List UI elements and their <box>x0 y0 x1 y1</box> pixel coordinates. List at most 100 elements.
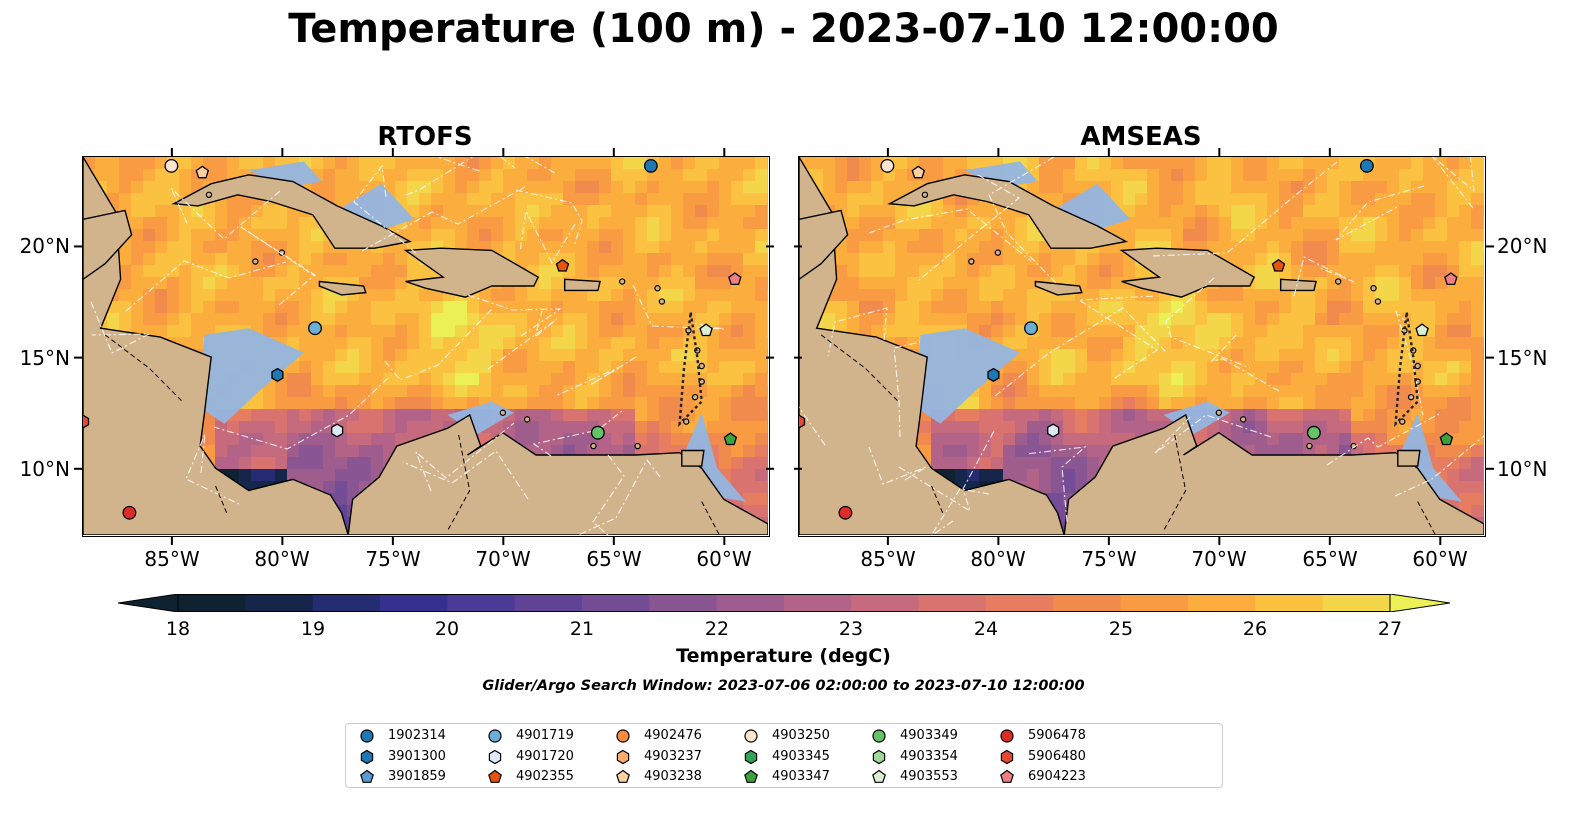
colorbar-segment <box>1120 594 1189 612</box>
platform-marker-4902355[interactable] <box>1271 258 1286 272</box>
platform-marker-4901720[interactable] <box>1047 423 1060 438</box>
colorbar-tick-label: 25 <box>1108 618 1134 640</box>
map-rtofs <box>83 157 768 535</box>
platform-marker-4903250[interactable] <box>164 158 179 173</box>
colorbar-segment <box>245 594 314 612</box>
platform-marker-3901300[interactable] <box>987 367 1000 382</box>
platform-marker-4902355[interactable] <box>555 258 570 272</box>
island <box>1215 409 1223 416</box>
lon-tick-label: 75°W <box>1081 547 1137 571</box>
legend-label: 4903250 <box>772 728 830 743</box>
colorbar-segment <box>178 594 246 612</box>
platform-marker-5906478[interactable] <box>838 505 853 520</box>
colorbar-segment <box>716 594 785 612</box>
land-south-america <box>347 413 768 535</box>
lon-tick-label: 65°W <box>1302 547 1358 571</box>
island <box>523 416 531 423</box>
shelf-region <box>964 161 1038 189</box>
figure-title: Temperature (100 m) - 2023-07-10 12:00:0… <box>288 6 1279 52</box>
platform-marker-4903553[interactable] <box>699 323 713 337</box>
land-cuba <box>171 174 413 249</box>
country-borders <box>104 334 720 535</box>
platform-marker-4901719[interactable] <box>308 321 322 336</box>
legend-label: 4901719 <box>516 728 574 743</box>
island <box>654 284 661 292</box>
platform-marker-4901719[interactable] <box>1024 321 1038 336</box>
platform-marker-6904223[interactable] <box>1444 272 1458 286</box>
colorbar-segment <box>1188 594 1256 612</box>
platform-marker-5906480[interactable] <box>799 414 806 429</box>
platform-marker-3901300[interactable] <box>271 367 284 382</box>
colorbar-tick-label: 24 <box>973 618 999 640</box>
legend-marker-icon <box>744 749 758 764</box>
platform-marker-5906480[interactable] <box>83 414 90 429</box>
legend-label: 5906480 <box>1028 748 1086 764</box>
colorbar-segment <box>380 594 448 612</box>
map-panel-amseas[interactable] <box>798 156 1486 537</box>
land-south-america <box>1063 413 1484 535</box>
platform-marker-1902314[interactable] <box>643 158 658 173</box>
platform-marker-1902314[interactable] <box>1359 158 1374 173</box>
legend-label: 4903237 <box>644 748 702 764</box>
platform-marker-4903238[interactable] <box>195 165 210 179</box>
platform-marker-5906478[interactable] <box>122 505 137 520</box>
legend: 1902314 3901300 3901859 4901719 4901720 49023… <box>345 723 1223 788</box>
legend-marker-icon <box>488 769 502 783</box>
platform-marker-4903349[interactable] <box>590 425 605 440</box>
platform-marker-4901720[interactable] <box>331 423 344 438</box>
lat-tick-label-left: 10°N <box>19 457 70 481</box>
platform-marker-4903349[interactable] <box>1306 425 1321 440</box>
colorbar-bar <box>117 593 1451 613</box>
bathymetry-contour <box>1394 312 1419 427</box>
lon-tick-label: 85°W <box>860 547 916 571</box>
map-panel-rtofs[interactable] <box>82 156 770 537</box>
land-puerto-rico <box>564 278 601 292</box>
legend-label: 4903345 <box>772 748 830 764</box>
platform-marker-4903250[interactable] <box>880 158 895 173</box>
legend-marker-icon <box>488 749 502 764</box>
lon-tick-label: 80°W <box>970 547 1026 571</box>
colorbar-extend-high <box>1389 593 1451 613</box>
island <box>921 191 929 199</box>
colorbar-segment <box>1322 594 1391 612</box>
colorbar-segment <box>582 594 650 612</box>
island <box>634 442 641 450</box>
legend-marker-icon <box>744 729 758 743</box>
platform-marker-4903238[interactable] <box>911 165 926 179</box>
legend-label: 6904223 <box>1028 769 1086 784</box>
panel-title-amseas: AMSEAS <box>1080 122 1202 152</box>
island <box>691 393 699 401</box>
land-hispaniola <box>403 247 540 298</box>
land-puerto-rico <box>1280 278 1317 292</box>
platform-marker-6904223[interactable] <box>728 272 742 286</box>
legend-label: 4901720 <box>516 748 574 764</box>
legend-label: 1902314 <box>388 728 446 743</box>
lat-tick-label-left: 20°N <box>19 234 70 258</box>
colorbar-tick-label: 22 <box>704 618 730 640</box>
legend-label: 4903349 <box>900 728 958 743</box>
land-central-america <box>83 157 349 535</box>
legend-marker-icon <box>488 729 502 743</box>
colorbar-label: Temperature (degC) <box>676 645 891 667</box>
land-yucatan <box>83 209 133 281</box>
island <box>1414 362 1421 370</box>
colorbar-tick-label: 23 <box>838 618 864 640</box>
platform-marker-4903553[interactable] <box>1415 323 1429 337</box>
legend-label: 4903553 <box>900 769 958 784</box>
shelf-region <box>913 328 1020 424</box>
colorbar-tick-label: 27 <box>1377 618 1403 640</box>
legend-marker-icon <box>1000 749 1014 764</box>
lon-tick-label: 60°W <box>1412 547 1468 571</box>
lat-tick-label-left: 15°N <box>19 346 70 370</box>
land-central-america <box>799 157 1065 535</box>
lon-tick-label: 70°W <box>1191 547 1247 571</box>
colorbar-tick-label: 20 <box>434 618 460 640</box>
legend-marker-icon <box>616 749 630 764</box>
colorbar-extend-low <box>117 593 179 613</box>
platform-marker-4903347[interactable] <box>723 432 738 446</box>
colorbar-tick-label: 26 <box>1242 618 1268 640</box>
platform-marker-4903347[interactable] <box>1439 432 1454 446</box>
colorbar-segment <box>1053 594 1122 612</box>
map-amseas <box>799 157 1484 535</box>
legend-marker-icon <box>616 729 630 743</box>
